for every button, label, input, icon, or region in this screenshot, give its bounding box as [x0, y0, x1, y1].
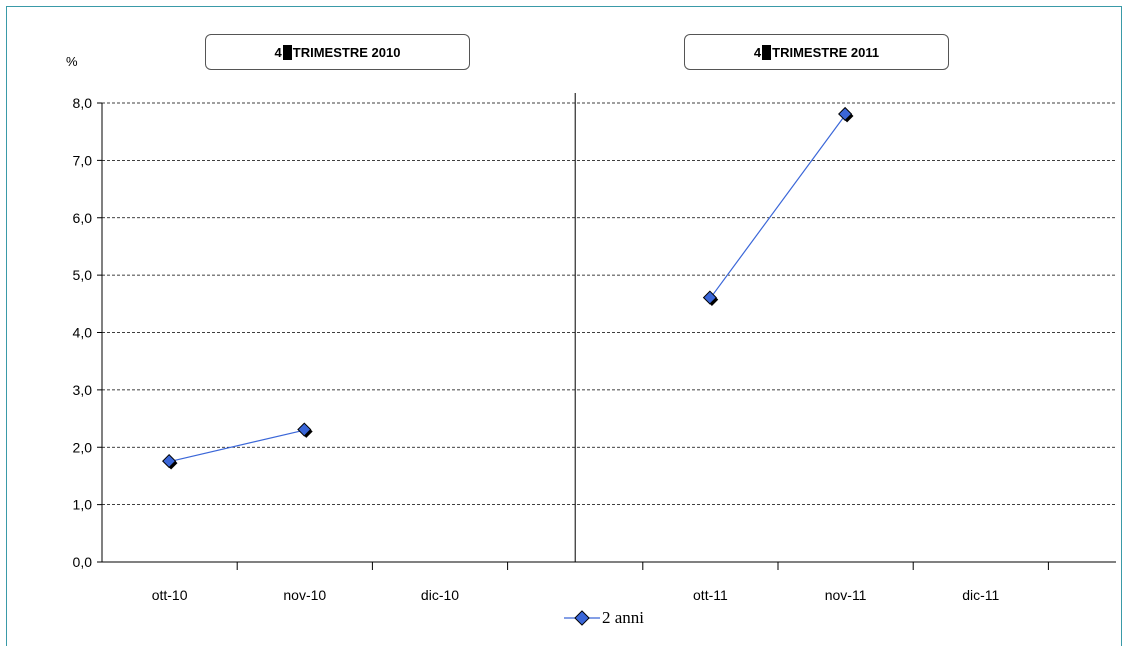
y-tick-label: 5,0 [73, 267, 93, 283]
legend: 2 anni [562, 608, 644, 628]
legend-label: 2 anni [602, 608, 645, 627]
y-tick-label: 4,0 [73, 325, 93, 341]
y-tick-label: 1,0 [73, 497, 93, 513]
legend-marker-icon [564, 610, 600, 626]
x-tick-label: ott-10 [152, 587, 188, 603]
period-2011-number: 4 [753, 44, 762, 60]
series-line [169, 429, 305, 463]
y-tick-label: 7,0 [73, 152, 93, 168]
series-line [709, 114, 847, 299]
x-tick-label: nov-10 [283, 587, 326, 603]
data-point [297, 422, 312, 437]
x-tick-label: ott-11 [693, 587, 728, 603]
y-tick-label: 8,0 [73, 95, 93, 111]
y-tick-label: 2,0 [73, 439, 93, 455]
y-unit-label: % [66, 54, 78, 69]
period-2010-number: 4 [274, 44, 282, 60]
period-box-2011: 4 TRIMESTRE 2011 [684, 34, 949, 70]
redaction-mark [762, 44, 772, 60]
period-box-2010: 4 TRIMESTRE 2010 [205, 34, 470, 70]
period-2011-label: TRIMESTRE 2011 [772, 44, 880, 60]
y-tick-label: 3,0 [73, 382, 93, 398]
y-tick-label: 6,0 [73, 210, 93, 226]
redaction-mark [282, 44, 292, 60]
x-tick-label: dic-11 [962, 587, 999, 603]
x-tick-label: dic-10 [421, 587, 459, 603]
period-2010-label: TRIMESTRE 2010 [292, 44, 401, 60]
chart-frame [6, 6, 1122, 646]
data-point [702, 290, 717, 305]
data-point [162, 454, 177, 469]
y-tick-label: 0,0 [73, 554, 93, 570]
data-point [838, 106, 853, 122]
x-tick-label: nov-11 [825, 587, 867, 603]
